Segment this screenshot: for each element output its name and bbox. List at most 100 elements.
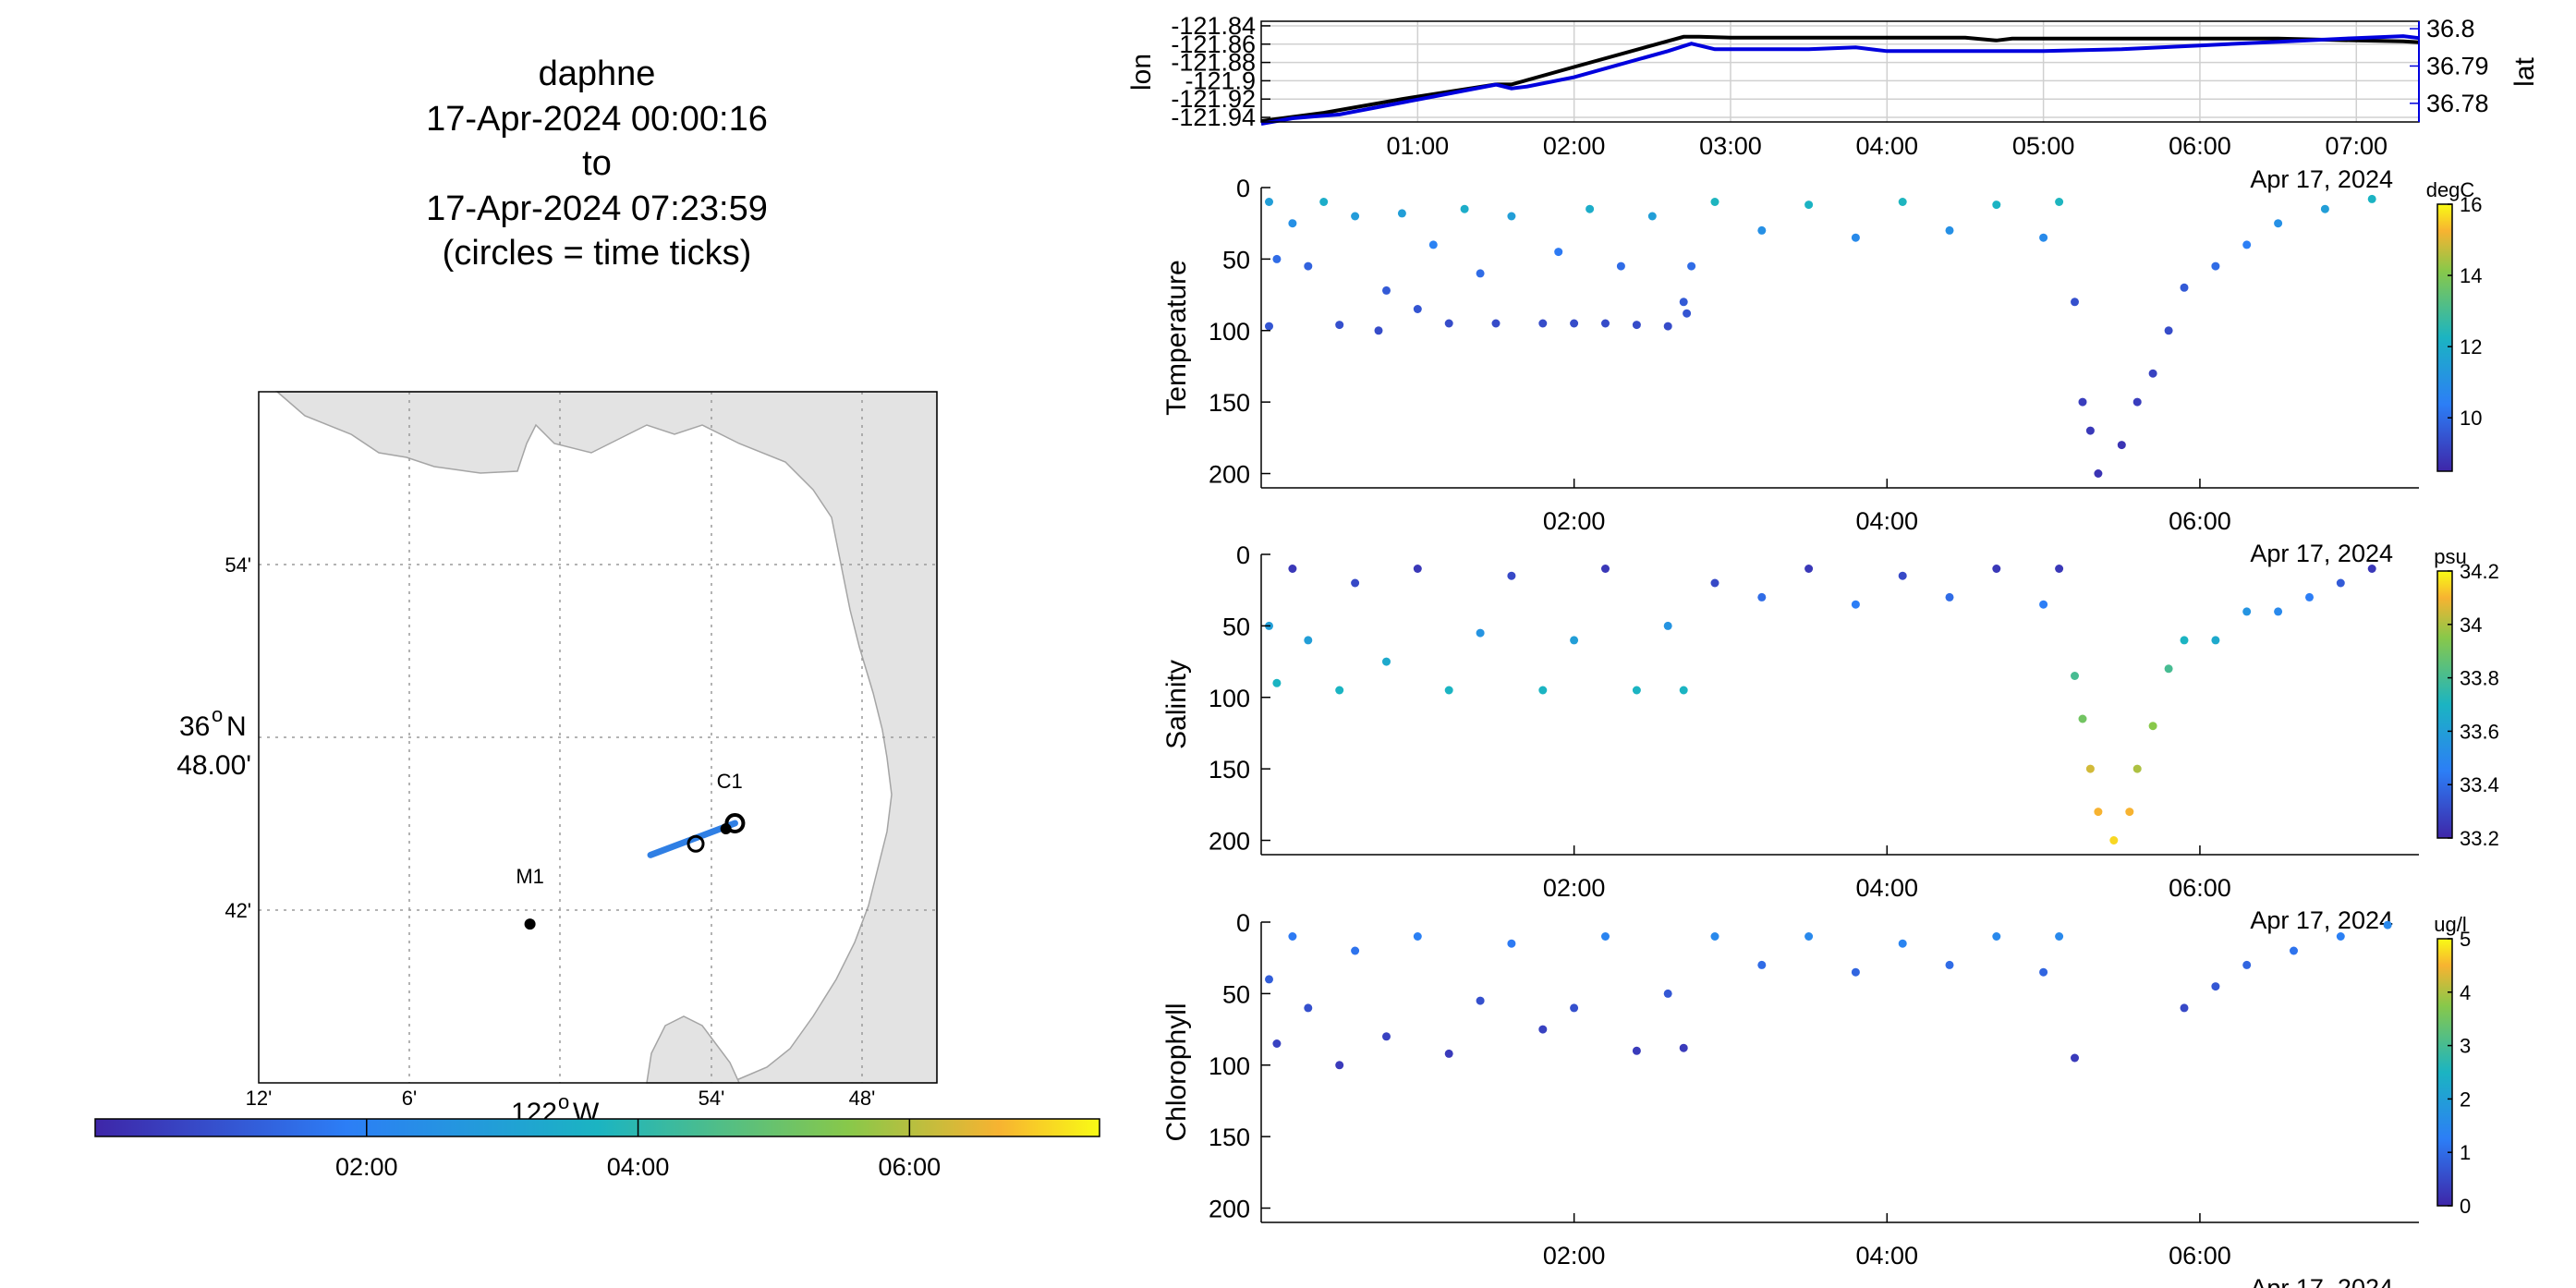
salinity-point xyxy=(1663,621,1672,630)
chlorophyll-y-tick-label: 0 xyxy=(1236,909,1250,937)
chlorophyll-x-tick-label: 02:00 xyxy=(1543,1242,1606,1270)
temperature-point xyxy=(1898,198,1907,206)
salinity-x-tick-label: 04:00 xyxy=(1856,874,1919,902)
temperature-colorbar xyxy=(2436,203,2453,472)
position-right-tick-label: 36.79 xyxy=(2426,52,2489,79)
temperature-point xyxy=(2164,326,2173,335)
time-colorbar-tick-label: 04:00 xyxy=(607,1153,670,1181)
temperature-x-tick-label: 04:00 xyxy=(1856,507,1919,535)
salinity-point xyxy=(2085,764,2095,773)
chlorophyll-point xyxy=(1265,975,1273,984)
temperature-point xyxy=(1616,261,1625,271)
salinity-colorbar-units: psu xyxy=(2434,545,2466,568)
chlorophyll-x-tick-label: 04:00 xyxy=(1856,1242,1919,1270)
temperature-point xyxy=(2148,369,2157,378)
temperature-point xyxy=(1663,322,1672,331)
salinity-point xyxy=(1601,565,1610,573)
chlorophyll-ylabel: Chlorophyll xyxy=(1161,1002,1192,1141)
temperature-point xyxy=(2320,204,2329,213)
chlorophyll-point xyxy=(1507,939,1516,948)
chlorophyll-point xyxy=(2383,920,2392,930)
salinity-point xyxy=(1444,686,1453,695)
station-m1-label: M1 xyxy=(516,865,544,888)
chlorophyll-colorbar-tick-label: 5 xyxy=(2460,928,2471,951)
temperature-colorbar-tick-label: 14 xyxy=(2460,264,2482,287)
position-right-tick-label: 36.8 xyxy=(2426,15,2475,43)
chlorophyll-point xyxy=(1851,967,1860,977)
title-line-5: (circles = time ticks) xyxy=(443,234,752,273)
temperature-point xyxy=(1460,204,1469,213)
chlorophyll-date-label: Apr 17, 2024 xyxy=(2250,1274,2393,1288)
chlorophyll-point xyxy=(1710,932,1719,941)
temperature-point xyxy=(1272,254,1282,263)
salinity-point xyxy=(1804,565,1814,573)
map-panel: M1 C1 12' 6' 54' 48' 122 o W 54' 42' 36 … xyxy=(94,391,1100,1181)
temperature-point xyxy=(1710,198,1719,206)
title-line-1: daphne xyxy=(539,55,656,93)
temperature-point xyxy=(1288,219,1297,228)
temperature-date-label: Apr 17, 2024 xyxy=(2250,540,2393,567)
chlorophyll-y-tick-label: 150 xyxy=(1209,1124,1250,1151)
chlorophyll-colorbar-tick-label: 1 xyxy=(2460,1141,2471,1164)
temperature-colorbar-tick-label: 16 xyxy=(2460,193,2482,216)
chlorophyll-y-tick-label: 100 xyxy=(1209,1052,1250,1080)
temperature-colorbar-tick-label: 10 xyxy=(2460,407,2482,430)
title-line-2: 17-Apr-2024 00:00:16 xyxy=(426,100,768,139)
svg-text:36: 36 xyxy=(179,711,210,742)
temperature-point xyxy=(2055,198,2064,206)
position-left-tick-label: -121.94 xyxy=(1171,103,1256,131)
salinity-point xyxy=(1476,628,1485,638)
temperature-point xyxy=(1265,198,1273,206)
station-c1-marker xyxy=(720,823,732,835)
temperature-point xyxy=(1601,319,1610,328)
temperature-point xyxy=(1757,225,1767,235)
chlorophyll-point xyxy=(2211,982,2220,991)
temperature-point xyxy=(1507,212,1516,221)
salinity-colorbar xyxy=(2436,570,2453,839)
temperature-point xyxy=(2094,469,2103,478)
temperature-point xyxy=(1319,198,1329,206)
position-date-label: Apr 17, 2024 xyxy=(2250,165,2393,193)
position-left-tick-label: -121.92 xyxy=(1171,85,1256,113)
chlorophyll-point xyxy=(2336,932,2345,941)
temperature-y-tick-label: 50 xyxy=(1222,246,1250,273)
chlorophyll-point xyxy=(1413,932,1422,941)
salinity-y-tick-label: 100 xyxy=(1209,685,1250,712)
salinity-point xyxy=(2274,607,2283,616)
temperature-point xyxy=(1804,200,1814,210)
temperature-y-tick-label: 0 xyxy=(1236,175,1250,202)
map-land xyxy=(274,391,938,1084)
temperature-point xyxy=(1992,200,2001,210)
salinity-y-tick-label: 50 xyxy=(1222,613,1250,640)
salinity-colorbar-tick-label: 33.6 xyxy=(2460,720,2499,743)
temperature-point xyxy=(2132,397,2142,407)
salinity-colorbar-tick-label: 33.8 xyxy=(2460,667,2499,690)
salinity-colorbar-tick-label: 33.2 xyxy=(2460,827,2499,850)
temperature-y-tick-label: 200 xyxy=(1209,461,1250,489)
svg-text:N: N xyxy=(226,711,247,742)
temperature-colorbar-units: degC xyxy=(2426,178,2475,201)
salinity-point xyxy=(2164,664,2173,674)
salinity-point xyxy=(1679,686,1688,695)
time-tick-circle xyxy=(687,834,705,853)
station-c1-label: C1 xyxy=(717,770,743,793)
salinity-point xyxy=(1898,571,1907,580)
temperature-point xyxy=(1632,321,1641,330)
salinity-point xyxy=(1304,636,1313,645)
chlorophyll-point xyxy=(1272,1039,1282,1048)
salinity-point xyxy=(2132,764,2142,773)
chlorophyll-point xyxy=(2055,932,2064,941)
temperature-x-tick-label: 02:00 xyxy=(1543,507,1606,535)
chlorophyll-point xyxy=(2290,946,2298,955)
salinity-colorbar-tick-label: 34 xyxy=(2460,614,2482,637)
chlorophyll-point xyxy=(2242,960,2252,969)
salinity-point xyxy=(1351,578,1360,588)
temperature-point xyxy=(1683,309,1692,318)
map-land-south xyxy=(646,1015,741,1084)
chlorophyll-point xyxy=(1663,989,1672,998)
temperature-point xyxy=(1382,286,1391,295)
figure-title: daphne 17-Apr-2024 00:00:16 to 17-Apr-20… xyxy=(426,55,768,273)
salinity-point xyxy=(1413,565,1422,573)
